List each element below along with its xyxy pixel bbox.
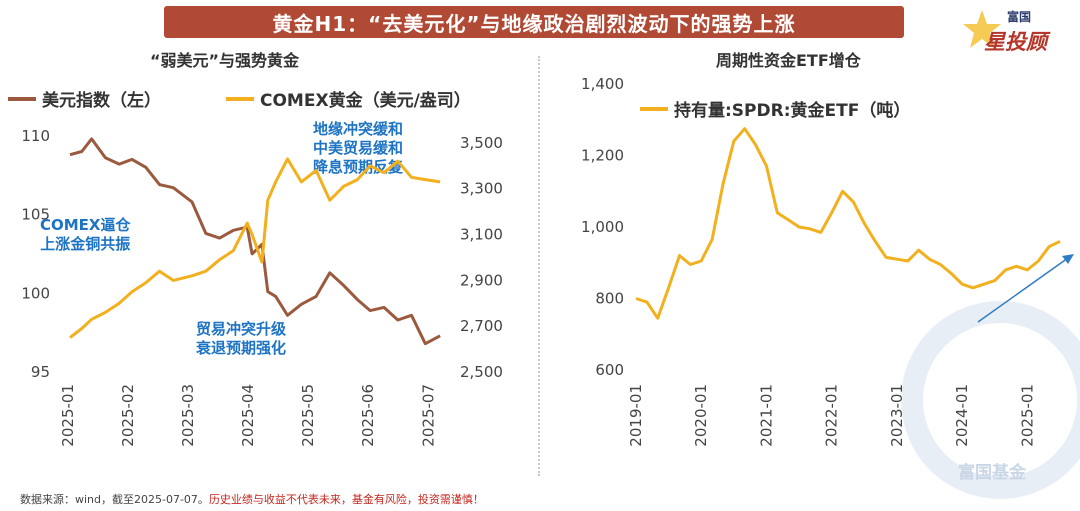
right-y-tick: 2,900: [460, 271, 503, 289]
legend-swatch-brown: [8, 96, 36, 101]
spdr-y-tick: 1,200: [581, 147, 624, 165]
left-x-tick: 2025-04: [239, 384, 257, 447]
annotation-line: 衰退预期强化: [196, 339, 287, 357]
annotation-trade-conflict: 贸易冲突升级 衰退预期强化: [196, 320, 286, 358]
left-chart: 110 105 100 95 3,500 3,300 3,100 2,900 2,700 2,50…: [21, 127, 503, 447]
spdr-x-tick: 2020-01: [692, 384, 710, 447]
logo-small-text: 富国: [1007, 10, 1032, 24]
right-y-tick: 2,700: [460, 317, 503, 335]
page-title: 黄金H1：“去美元化”与地缘政治剧烈波动下的强势上涨: [272, 11, 796, 36]
spdr-y-tick: 800: [595, 290, 624, 308]
spdr-x-tick: 2019-01: [627, 384, 645, 447]
footer-warning: 历史业绩与收益不代表未来，基金有风险，投资需谨慎！: [208, 493, 484, 506]
annotation-comex-squeeze: COMEX逼仓 上涨金铜共振: [40, 216, 131, 254]
watermark-text: 富国基金: [958, 463, 1026, 483]
left-y-tick: 110: [21, 127, 50, 145]
legend-label-spdr: 持有量:SPDR:黄金ETF（吨）: [674, 101, 911, 121]
right-y-tick: 2,500: [460, 363, 503, 381]
spdr-y-tick: 1,400: [581, 75, 624, 93]
annotation-line: 贸易冲突升级: [196, 320, 287, 338]
legend-swatch-spdr: [640, 106, 668, 111]
legend-label-usd: 美元指数（左）: [42, 91, 161, 111]
left-x-tick: 2025-05: [299, 384, 317, 447]
spdr-x-tick: 2022-01: [823, 384, 841, 447]
trend-arrow-icon: [977, 254, 1074, 323]
annotation-line: 地缘冲突缓和: [313, 120, 404, 138]
legend-usd-index: 美元指数（左）: [8, 86, 161, 111]
left-y-tick: 105: [21, 206, 50, 224]
spdr-y-tick: 1,000: [581, 218, 624, 236]
left-y-tick: 95: [31, 363, 50, 381]
legend-spdr: 持有量:SPDR:黄金ETF（吨）: [640, 96, 910, 121]
comex-gold-line: [69, 157, 441, 339]
footer-source: 数据来源：wind，截至2025-07-07。: [20, 493, 209, 506]
logo-big-text: 星投顾: [984, 30, 1047, 54]
left-x-tick: 2025-07: [419, 384, 437, 447]
left-x-tick: 2025-03: [179, 384, 197, 447]
right-y-tick: 3,100: [460, 226, 503, 244]
right-chart-title: 周期性资金ETF增仓: [716, 51, 861, 70]
spdr-x-tick: 2023-01: [888, 384, 906, 447]
annotation-line: COMEX逼仓: [40, 216, 131, 234]
legend-swatch-gold: [226, 96, 254, 101]
watermark-circle-icon: [901, 301, 1080, 499]
right-y-tick: 3,300: [460, 180, 503, 198]
spdr-x-tick: 2021-01: [757, 384, 775, 447]
left-x-tick: 2025-01: [59, 384, 77, 447]
right-y-tick: 3,500: [460, 134, 503, 152]
spdr-x-tick: 2024-01: [953, 384, 971, 447]
star-logo-icon: [963, 10, 1001, 48]
spdr-y-tick: 600: [595, 361, 624, 379]
spdr-holdings-line: [635, 127, 1061, 320]
left-x-tick: 2025-06: [359, 384, 377, 447]
legend-label-gold: COMEX黄金（美元/盎司）: [260, 91, 471, 111]
footer: 数据来源：wind，截至2025-07-07。历史业绩与收益不代表未来，基金有风…: [20, 491, 484, 507]
left-x-tick: 2025-02: [119, 384, 137, 447]
annotation-line: 上涨金铜共振: [40, 235, 131, 253]
annotation-line: 中美贸易缓和: [313, 139, 404, 157]
legend-comex-gold: COMEX黄金（美元/盎司）: [226, 86, 471, 111]
brand-logo: 富国 星投顾: [962, 6, 1074, 54]
left-chart-title: “弱美元”与强势黄金: [150, 51, 300, 70]
title-banner: 黄金H1：“去美元化”与地缘政治剧烈波动下的强势上涨: [164, 6, 904, 38]
panel-divider: [538, 56, 540, 476]
left-y-tick: 100: [21, 284, 50, 302]
spdr-x-tick: 2025-01: [1018, 384, 1036, 447]
